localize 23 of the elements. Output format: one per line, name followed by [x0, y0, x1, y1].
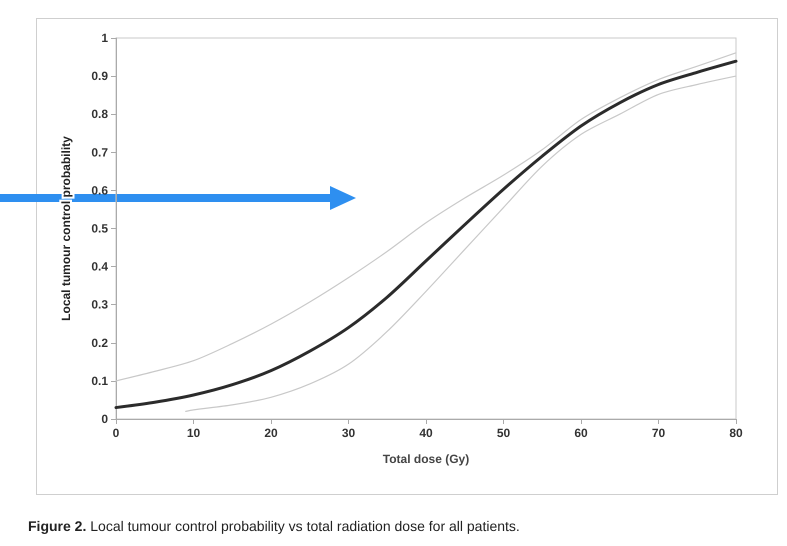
y-tick-label: 0.2 [91, 336, 108, 350]
y-tick-label: 1 [101, 31, 108, 45]
y-tick-label: 0 [101, 412, 108, 426]
x-tick-label: 70 [652, 426, 666, 440]
x-tick-label: 0 [112, 426, 120, 440]
caption: Figure 2. Local tumour control probability vs total radiation dose for all patients. [28, 518, 520, 534]
x-tick-label: 80 [729, 426, 743, 440]
y-tick-label: 0.8 [91, 107, 108, 122]
y-tick-label: 0.6 [91, 183, 108, 198]
y-tick-label: 0.9 [91, 69, 108, 84]
y-axis-title: Local tumour control probability [59, 136, 73, 321]
x-tick-label: 30 [342, 426, 356, 440]
x-tick-label: 60 [574, 426, 588, 440]
y-tick-label: 0.3 [91, 298, 108, 312]
x-tick-label: 10 [186, 426, 200, 440]
x-tick-label: 40 [419, 426, 433, 440]
y-tick-label: 0.4 [91, 260, 108, 274]
y-tick-label: 0.5 [91, 222, 108, 236]
x-tick-label: 50 [496, 426, 510, 440]
x-axis-title: Total dose (Gy) [382, 452, 470, 466]
y-tick-label: 0.1 [91, 374, 108, 388]
x-tick-label: 20 [264, 426, 278, 440]
y-tick-label: 0.7 [91, 145, 108, 160]
